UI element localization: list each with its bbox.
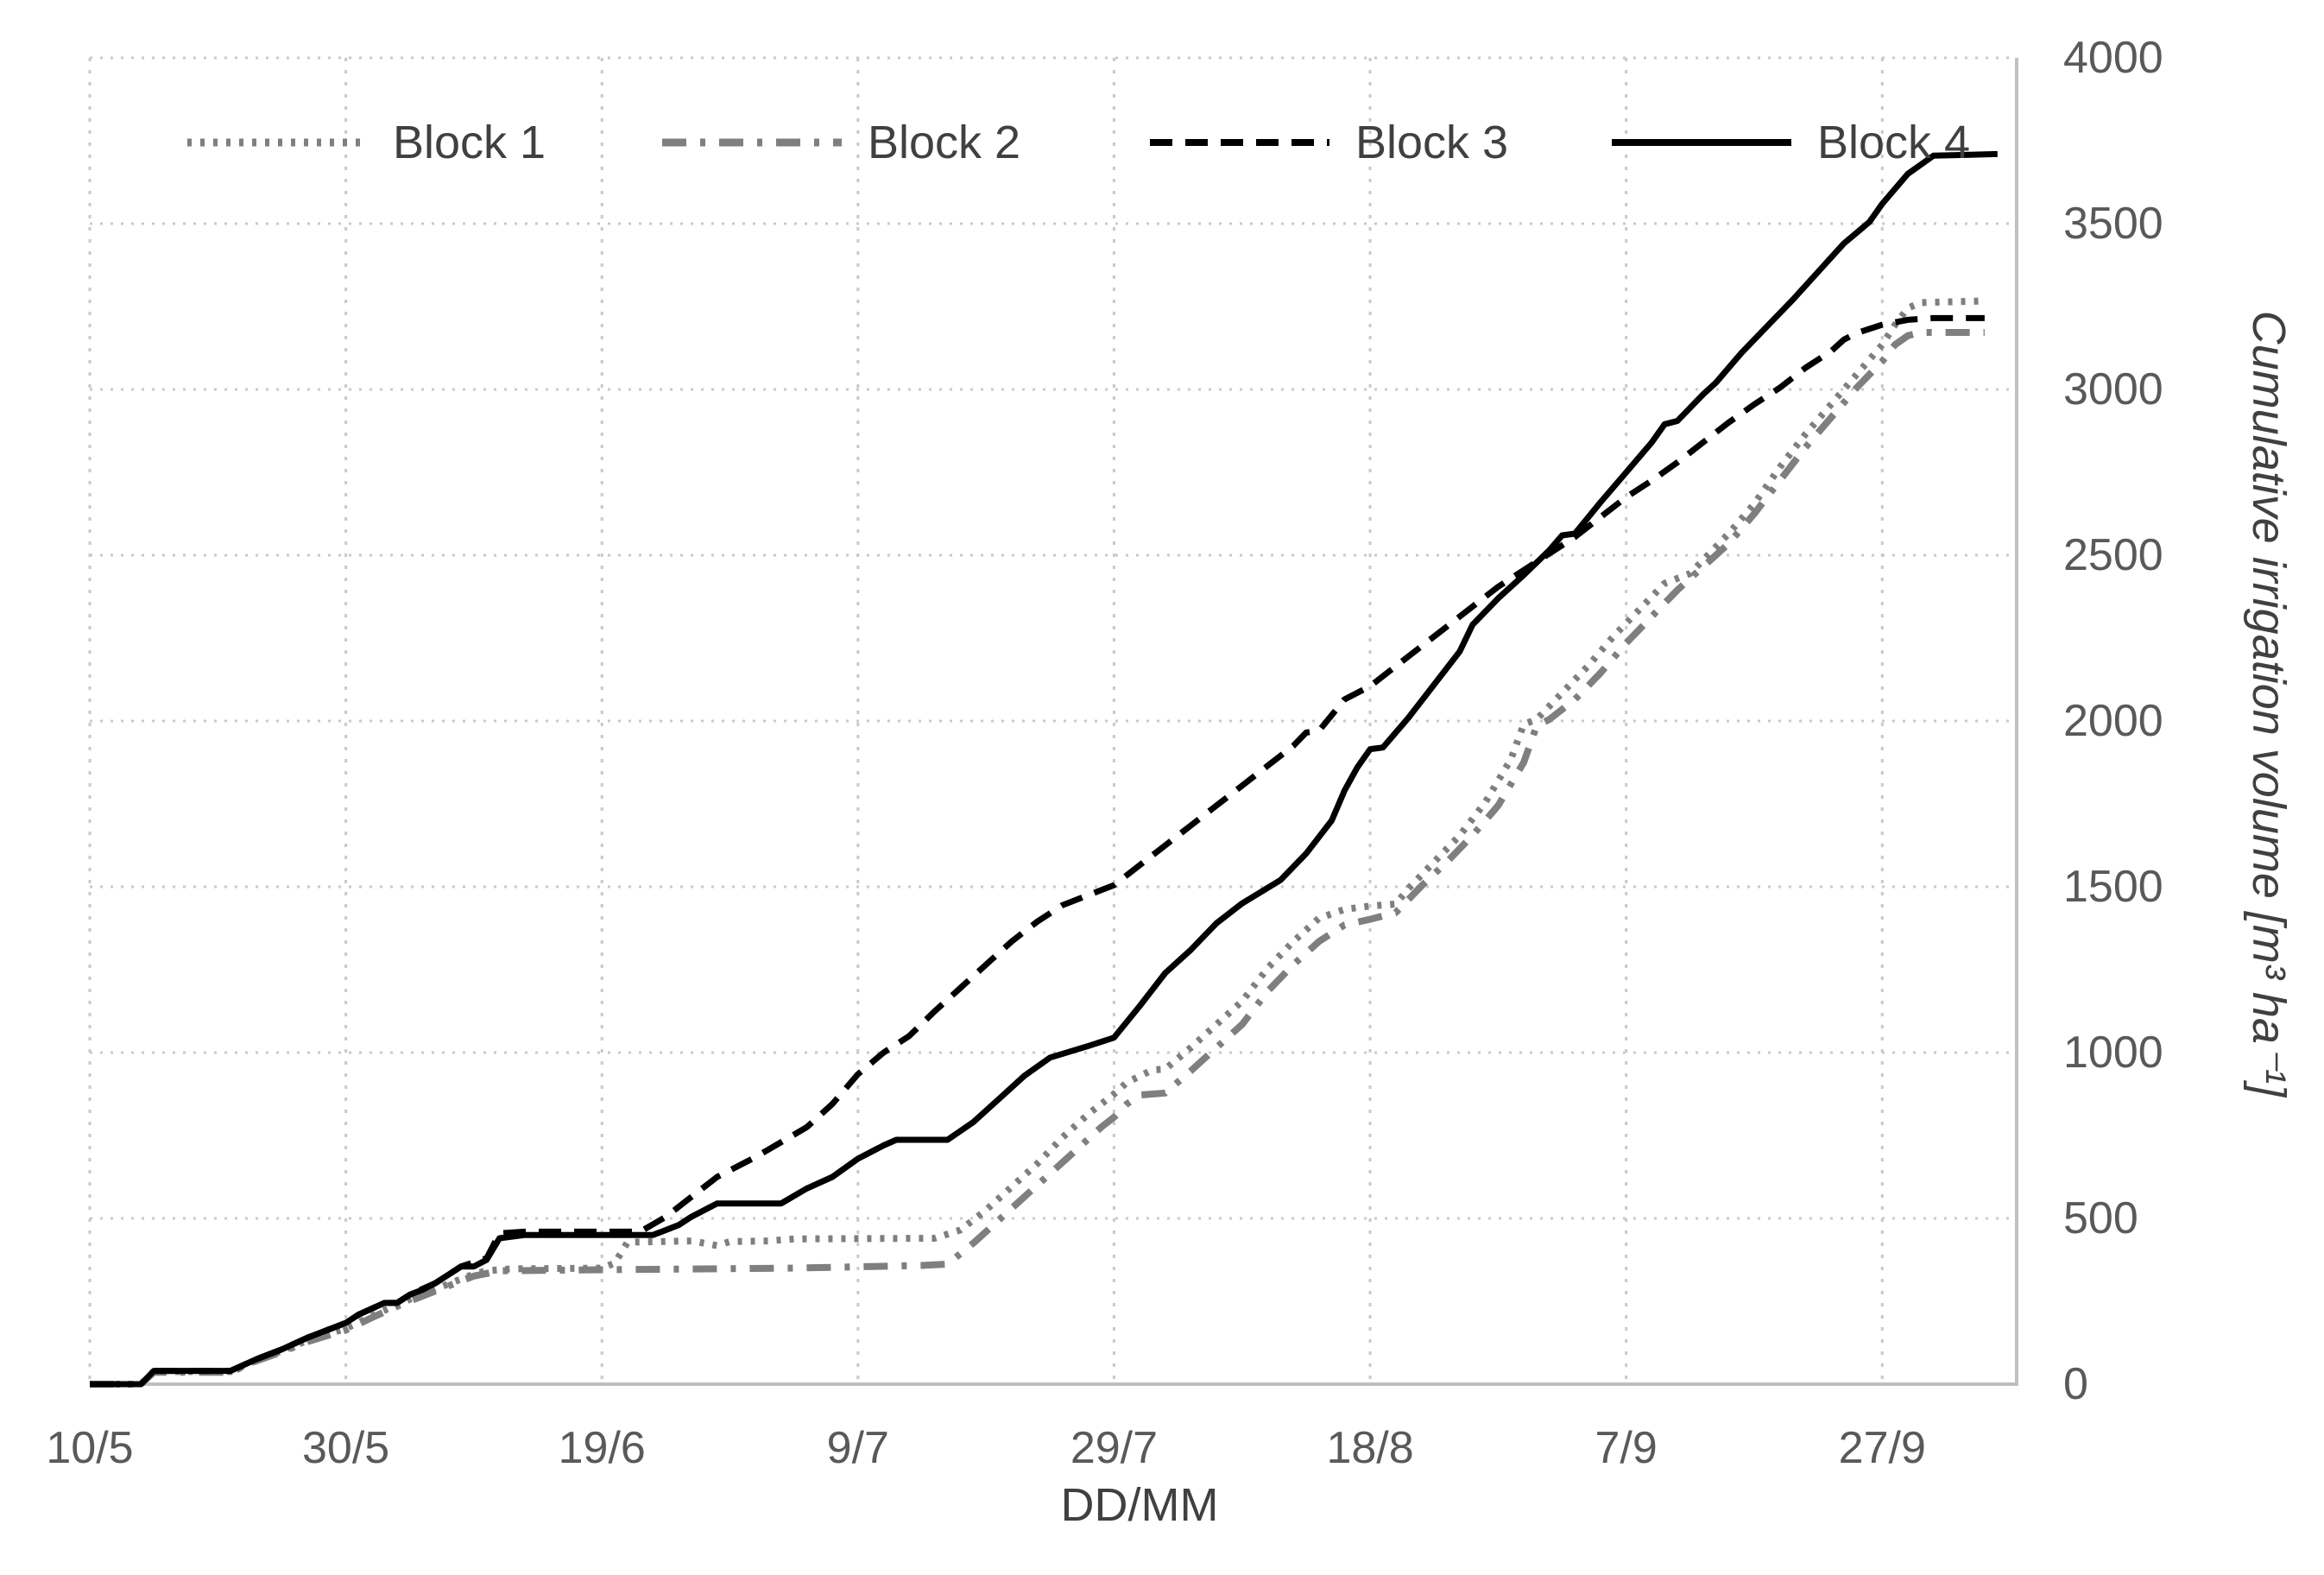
- legend-label: Block 1: [393, 117, 546, 168]
- x-tick-label-27/9: 27/9: [1838, 1423, 1926, 1473]
- series-line-block-2: [90, 329, 1985, 1388]
- legend-label: Block 4: [1817, 117, 1971, 168]
- legend-item-block-1: Block 1: [186, 106, 546, 179]
- series-line-block-1: [90, 297, 1986, 1388]
- x-tick-label-9/7: 9/7: [826, 1423, 889, 1473]
- y-tick-label-500: 500: [2063, 1193, 2138, 1243]
- y-tick-label-1500: 1500: [2063, 862, 2163, 912]
- y-tick-label-3500: 3500: [2063, 199, 2163, 249]
- series-line-block-4: [90, 150, 1998, 1388]
- y-tick-label-3000: 3000: [2063, 364, 2163, 414]
- y-tick-label-2000: 2000: [2063, 696, 2163, 746]
- legend-line-sample-dashed: [1150, 139, 1329, 146]
- x-tick-label-10/5: 10/5: [46, 1423, 134, 1473]
- x-tick-label-30/5: 30/5: [302, 1423, 390, 1473]
- x-tick-label-18/8: 18/8: [1326, 1423, 1414, 1473]
- y-tick-label-2500: 2500: [2063, 530, 2163, 580]
- legend-line-sample-dash-dot: [662, 138, 842, 147]
- x-tick-label-7/9: 7/9: [1595, 1423, 1658, 1473]
- legend-line-sample-dotted: [187, 138, 367, 147]
- legend-item-block-2: Block 2: [660, 106, 1020, 179]
- x-tick-label-19/6: 19/6: [558, 1423, 646, 1473]
- legend-item-block-4: Block 4: [1610, 106, 1970, 179]
- legend-label: Block 2: [868, 117, 1021, 168]
- legend-item-block-3: Block 3: [1148, 106, 1508, 179]
- y-tick-label-4000: 4000: [2063, 33, 2163, 83]
- y-tick-label-0: 0: [2063, 1359, 2088, 1409]
- legend-line-sample-solid: [1612, 139, 1791, 146]
- series-line-block-3: [90, 314, 1985, 1388]
- x-axis-title: DD/MM: [1060, 1479, 1219, 1531]
- chart-legend: Block 1 Block 2 Block 3 Block 4: [0, 106, 2324, 179]
- y-tick-label-1000: 1000: [2063, 1028, 2163, 1078]
- legend-label: Block 3: [1355, 117, 1509, 168]
- x-tick-label-29/7: 29/7: [1070, 1423, 1159, 1473]
- y-axis-title: Cumulative irrigation volume [m³ ha⁻¹]: [2243, 310, 2295, 1097]
